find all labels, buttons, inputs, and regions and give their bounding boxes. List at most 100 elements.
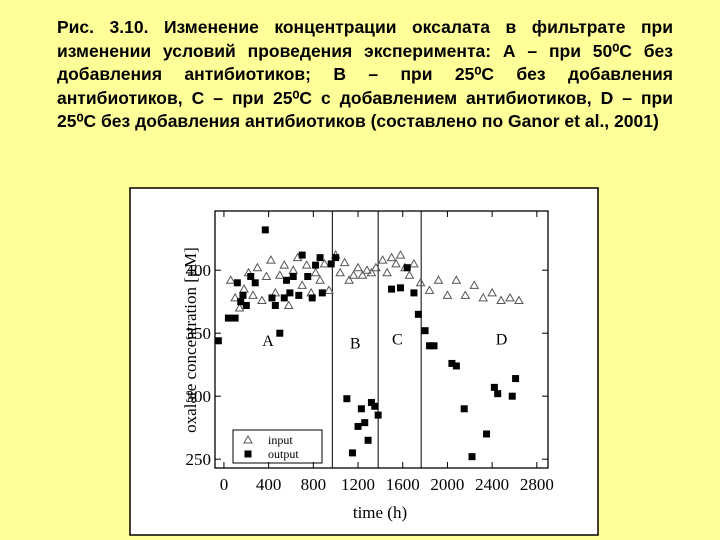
data-point bbox=[469, 280, 480, 289]
x-tick-label: 0 bbox=[220, 475, 229, 494]
data-point bbox=[335, 267, 346, 277]
data-point bbox=[274, 270, 285, 279]
data-point bbox=[233, 279, 241, 287]
x-tick-label: 1600 bbox=[386, 475, 420, 494]
data-point bbox=[271, 301, 279, 309]
data-point bbox=[312, 261, 320, 269]
data-point bbox=[377, 255, 388, 264]
data-point bbox=[483, 430, 491, 438]
data-point bbox=[298, 251, 306, 259]
x-axis-label: time (h) bbox=[353, 503, 407, 522]
legend-box bbox=[232, 429, 323, 464]
annotation: A bbox=[262, 333, 274, 350]
y-axis-label: oxalate concentration [μM] bbox=[181, 247, 200, 433]
data-point bbox=[505, 292, 515, 302]
data-point bbox=[289, 273, 297, 281]
data-point bbox=[353, 262, 363, 272]
data-point bbox=[261, 226, 269, 234]
data-point bbox=[512, 375, 520, 383]
data-point bbox=[304, 273, 312, 281]
x-tick-label: 2400 bbox=[475, 475, 509, 494]
data-point bbox=[308, 294, 316, 302]
data-point bbox=[361, 419, 369, 427]
chart-panel bbox=[129, 187, 599, 536]
x-tick-label: 2000 bbox=[430, 475, 464, 494]
data-point bbox=[343, 395, 351, 403]
data-point bbox=[257, 295, 267, 304]
data-point bbox=[366, 267, 377, 277]
data-point bbox=[357, 270, 368, 279]
data-point bbox=[348, 270, 359, 279]
data-point bbox=[442, 290, 453, 299]
data-point bbox=[224, 314, 232, 322]
data-point bbox=[344, 275, 354, 284]
data-point bbox=[332, 254, 340, 262]
data-point bbox=[421, 327, 429, 335]
data-point bbox=[371, 262, 381, 272]
data-point bbox=[386, 252, 397, 262]
data-point bbox=[396, 284, 404, 292]
x-tick-label: 2800 bbox=[520, 475, 554, 494]
data-point bbox=[508, 392, 516, 400]
data-point bbox=[415, 277, 426, 287]
data-point bbox=[487, 287, 497, 297]
data-point bbox=[451, 275, 462, 284]
data-point bbox=[266, 255, 276, 264]
annotation: C bbox=[392, 332, 403, 349]
data-point bbox=[494, 390, 502, 398]
caption: Рис. 3.10. Изменение концентрации оксала… bbox=[57, 17, 673, 131]
data-point bbox=[490, 383, 498, 391]
data-point bbox=[388, 285, 396, 293]
data-point bbox=[301, 260, 312, 269]
legend-label: input bbox=[268, 433, 293, 447]
data-point bbox=[409, 258, 419, 268]
data-point bbox=[248, 290, 258, 299]
data-point bbox=[297, 280, 308, 289]
legend-marker bbox=[243, 434, 253, 444]
data-point bbox=[357, 405, 365, 413]
data-point bbox=[268, 294, 276, 302]
annotation: D bbox=[496, 332, 508, 349]
data-point bbox=[247, 273, 255, 281]
data-point bbox=[354, 422, 362, 430]
data-point bbox=[395, 250, 406, 259]
data-point bbox=[367, 398, 375, 406]
data-point bbox=[283, 276, 291, 284]
legend-label: output bbox=[268, 447, 299, 461]
data-point bbox=[460, 405, 468, 413]
data-point bbox=[452, 362, 460, 370]
data-point bbox=[364, 436, 372, 444]
data-point bbox=[391, 258, 401, 268]
data-point bbox=[339, 257, 350, 267]
data-point bbox=[478, 292, 489, 302]
data-point bbox=[261, 271, 272, 281]
data-point bbox=[315, 275, 325, 284]
data-point bbox=[496, 295, 506, 304]
data-point bbox=[371, 402, 379, 410]
y-tick-label: 300 bbox=[186, 387, 212, 406]
data-point bbox=[382, 267, 392, 277]
data-point bbox=[251, 279, 259, 287]
data-point bbox=[374, 411, 382, 419]
data-point bbox=[234, 302, 245, 312]
data-point bbox=[468, 453, 476, 461]
x-tick-label: 1200 bbox=[341, 475, 375, 494]
data-point bbox=[231, 314, 239, 322]
data-point bbox=[214, 337, 222, 345]
data-point bbox=[286, 289, 294, 297]
data-point bbox=[430, 342, 438, 350]
data-point bbox=[252, 262, 263, 272]
data-point bbox=[279, 260, 290, 269]
y-tick-label: 250 bbox=[186, 450, 212, 469]
data-point bbox=[514, 295, 524, 304]
annotation: B bbox=[350, 335, 361, 352]
data-point bbox=[310, 267, 321, 277]
data-point bbox=[414, 310, 422, 318]
data-point bbox=[239, 291, 247, 299]
data-point bbox=[424, 285, 435, 294]
data-point bbox=[362, 265, 372, 274]
data-point bbox=[404, 270, 415, 279]
data-point bbox=[230, 292, 240, 302]
data-point bbox=[348, 449, 356, 457]
